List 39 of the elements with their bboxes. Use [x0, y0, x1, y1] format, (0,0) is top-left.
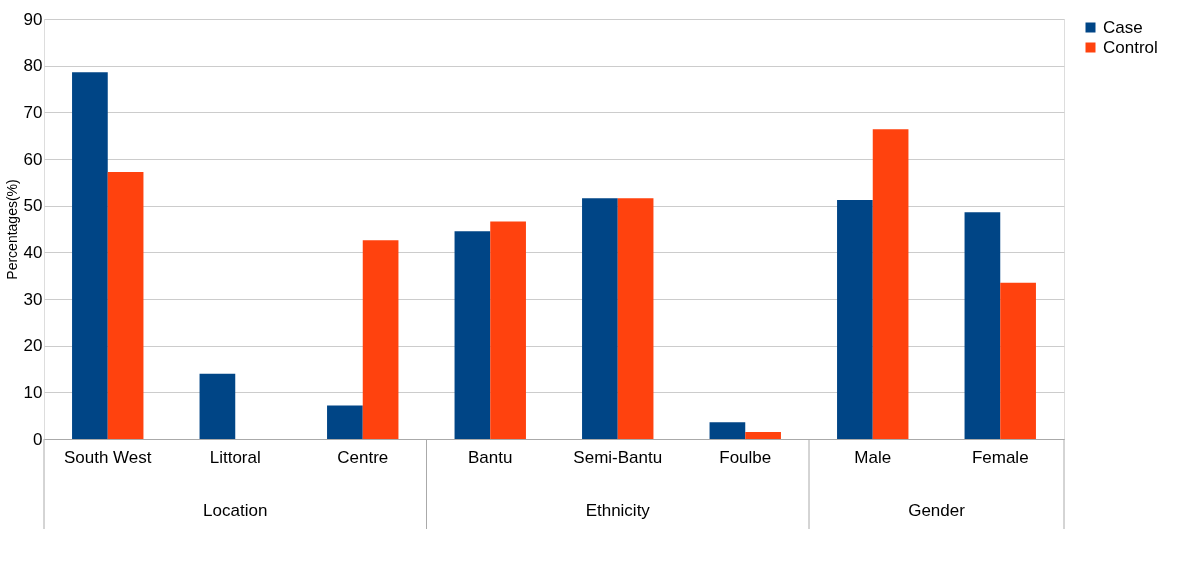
text: Location: [203, 501, 268, 520]
y-tick-label: 50: [23, 196, 43, 216]
x-tick-label: Littoral: [209, 447, 261, 467]
x-tick-label: Female: [971, 447, 1029, 467]
bar: [199, 373, 236, 439]
legend-label: Case: [1103, 17, 1143, 37]
bar: [454, 231, 491, 439]
bar: [745, 432, 781, 439]
y-axis-title: Percentages(%): [3, 179, 20, 280]
y-tick-label: 40: [23, 242, 43, 262]
bar: [582, 198, 618, 439]
bar: [709, 422, 746, 439]
y-tick-label: 80: [23, 56, 43, 76]
bar: [107, 172, 144, 439]
y-tick-label: 60: [23, 149, 43, 169]
y-tick-label: 70: [23, 102, 43, 122]
y-tick-label: 10: [23, 382, 43, 402]
x-tick-label: Male: [854, 447, 892, 467]
bar: [837, 200, 873, 439]
legend-label: Control: [1103, 37, 1158, 57]
bar: [964, 212, 1001, 439]
bar: [1000, 282, 1036, 439]
y-tick-label: 90: [23, 9, 43, 29]
y-tick-label: 30: [23, 289, 43, 309]
text: Gender: [908, 501, 966, 520]
x-tick-label: South West: [63, 447, 152, 467]
bar: [872, 129, 909, 439]
x-tick-label: Centre: [337, 447, 389, 467]
y-tick-label: 20: [23, 336, 43, 356]
bar: [72, 72, 108, 439]
x-tick-label: Bantu: [468, 447, 513, 467]
bar: [617, 198, 654, 439]
bar: [362, 240, 399, 439]
bar: [327, 405, 363, 439]
x-tick-label: Foulbe: [719, 447, 772, 467]
text: Ethnicity: [585, 501, 651, 520]
x-tick-label: Semi-Bantu: [573, 447, 663, 467]
y-tick-label: 0: [33, 429, 43, 449]
bar: [490, 221, 526, 439]
